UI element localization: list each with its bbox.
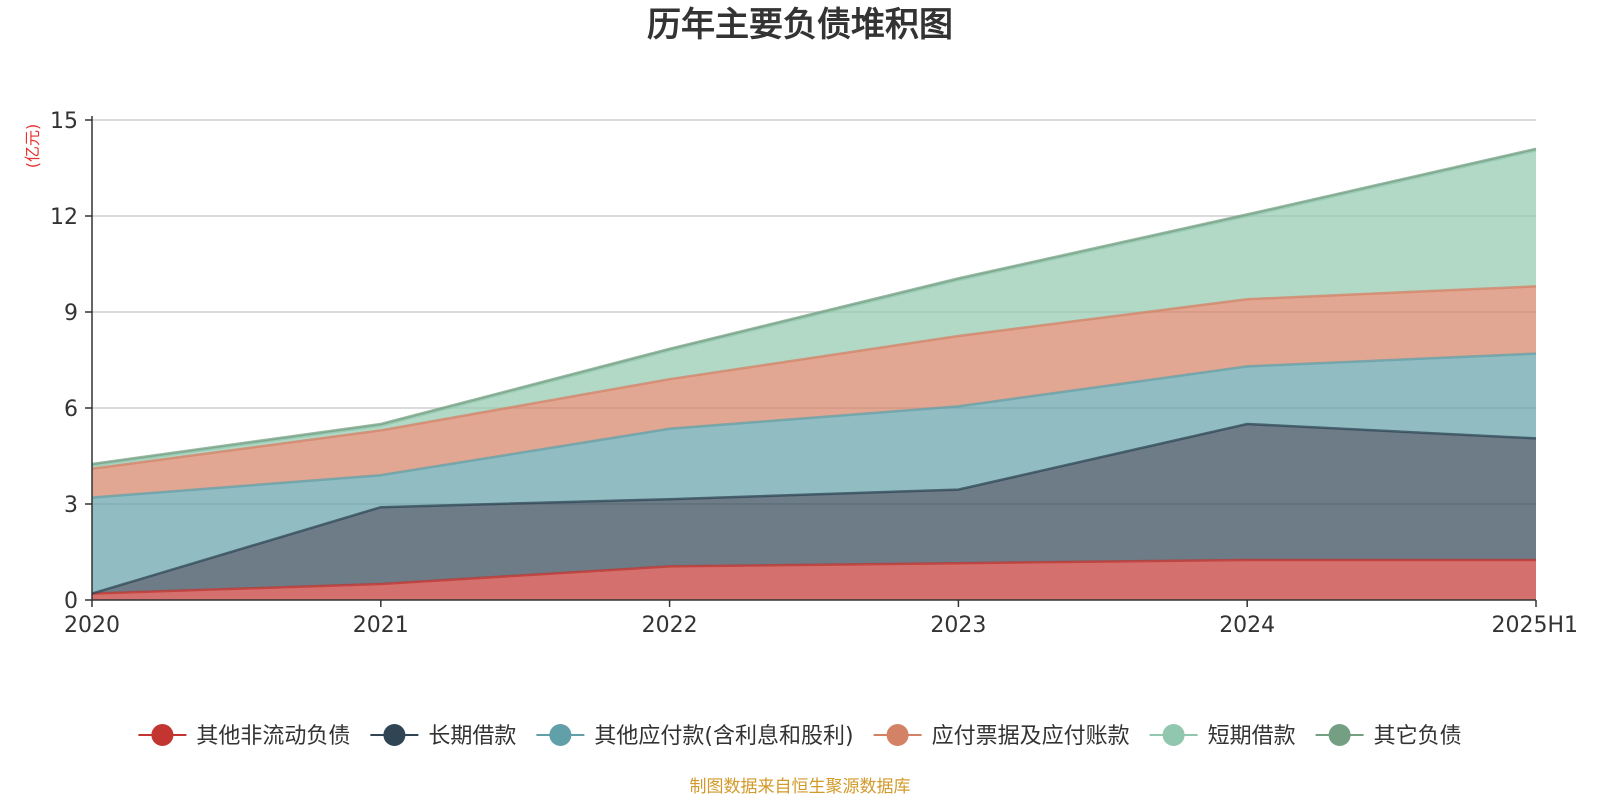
legend-marker: [1162, 724, 1185, 746]
series-line-其它负债: [91, 147, 1537, 466]
legend-label: 其他应付款(含利息和股利): [594, 724, 853, 749]
legend-label: 短期借款: [1208, 724, 1296, 749]
y-tick-label: 12: [50, 205, 78, 230]
legend-item[interactable]: 其他应付款(含利息和股利): [536, 724, 854, 749]
area-长期借款: [92, 424, 1536, 594]
axes: 0 3 6 9 12 15 2020 2021 2022 2023 2024 2025H1: [50, 109, 1578, 638]
chart-title: 历年主要负债堆积图: [647, 5, 953, 45]
x-tick-label: 2020: [64, 613, 120, 638]
legend-item[interactable]: 其他非流动负债: [138, 724, 350, 749]
x-tick-label: 2023: [930, 613, 986, 638]
area-应付票据及应付账款: [92, 286, 1536, 498]
series-line-长期借款: [91, 422, 1537, 595]
y-tick-label: 9: [64, 301, 78, 326]
legend-label: 其它负债: [1374, 724, 1462, 749]
source-note: 制图数据来自恒生聚源数据库: [690, 777, 911, 797]
x-tick-label: 2025H1: [1491, 613, 1578, 638]
legend-marker: [549, 724, 572, 746]
y-tick-label: 6: [64, 397, 78, 422]
area-其他非流动负债: [92, 560, 1536, 600]
series-lines-group: [91, 147, 1537, 595]
y-axis-unit-label: (亿元): [23, 124, 42, 169]
series-line-应付票据及应付账款: [91, 285, 1537, 471]
y-tick-label: 0: [64, 589, 78, 614]
legend-label: 应付票据及应付账款: [932, 724, 1130, 749]
legend-marker: [151, 724, 174, 746]
legend-item[interactable]: 其它负债: [1315, 724, 1462, 749]
legend-marker: [1328, 724, 1351, 746]
legend[interactable]: 其他非流动负债 长期借款 其他应付款(含利息和股利) 应付票据及应付账款 短期借款 其它负…: [138, 724, 1462, 749]
y-tick-label: 3: [64, 493, 78, 518]
x-tick-label: 2022: [642, 613, 698, 638]
legend-item[interactable]: 应付票据及应付账款: [873, 724, 1130, 749]
legend-item[interactable]: 长期借款: [370, 724, 516, 749]
area-其他应付款(含利息和股利): [92, 353, 1536, 594]
legend-item[interactable]: 短期借款: [1149, 724, 1296, 749]
legend-label: 其他非流动负债: [196, 724, 350, 749]
y-tick-label: 15: [50, 109, 78, 134]
series-line-短期借款: [91, 149, 1537, 467]
x-tick-label: 2021: [353, 613, 409, 638]
series-line-其他非流动负债: [91, 558, 1536, 595]
legend-marker: [886, 724, 909, 746]
series-line-其他应付款(含利息和股利): [91, 352, 1537, 499]
legend-label: 长期借款: [428, 724, 516, 749]
legend-marker: [383, 724, 406, 746]
area-series-group: [92, 148, 1536, 600]
x-tick-label: 2024: [1219, 613, 1275, 638]
